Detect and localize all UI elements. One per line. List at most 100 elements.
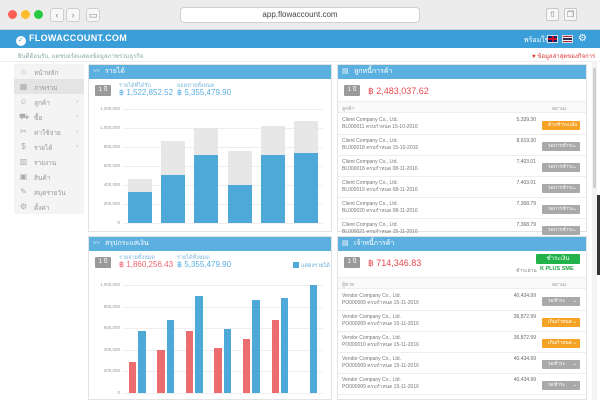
chart-bar[interactable] (138, 331, 146, 393)
table-row[interactable]: Vendor Company Co., Ltd. PO000009 ครบกำหน… (338, 374, 586, 395)
chart-bar[interactable] (261, 154, 285, 223)
status-button[interactable]: ค้างชำระแล้ว ⌄ (542, 121, 580, 130)
status-button[interactable]: รอการชำระ ⌄ (542, 205, 580, 214)
sidebar-item[interactable]: ▣ สินค้า (14, 169, 84, 184)
table-row[interactable]: Vendor Company Co., Ltd. PO000009 ครบกำหน… (338, 290, 586, 311)
close-window-icon[interactable] (8, 10, 17, 19)
chart-bar[interactable] (127, 191, 152, 223)
chart-bar[interactable] (252, 300, 260, 393)
payable-total: ฿ 714,346.83 (368, 258, 422, 268)
chart-bar[interactable] (214, 347, 222, 393)
chart-bar[interactable] (195, 295, 203, 393)
row-name: Client Company Co., Ltd. (342, 180, 398, 186)
period-dropdown[interactable]: 1 ปี (344, 257, 360, 268)
address-bar[interactable]: app.flowaccount.com (180, 7, 420, 23)
revenue-panel-header: 〰 รายได้ (89, 65, 331, 79)
y-tick-label: 400,000 (103, 182, 120, 187)
chart-bar[interactable] (271, 319, 279, 393)
period-dropdown[interactable]: 1 ปี (344, 85, 360, 96)
sidebar-item[interactable]: ▦ ภาพรวม (14, 79, 84, 94)
table-row[interactable]: Vendor Company Co., Ltd. PO000010 ครบกำหน… (338, 332, 586, 353)
status-label: รอการชำระ (548, 206, 574, 212)
sidebar-item[interactable]: ✎ สมุดรายวัน (14, 184, 84, 199)
share-icon[interactable]: ⇧ (546, 8, 559, 21)
row-name: Vendor Company Co., Ltd. (342, 356, 401, 362)
chart-bar[interactable] (281, 297, 289, 393)
scrollbar-thumb[interactable] (593, 68, 596, 188)
back-icon[interactable]: ‹ (50, 8, 64, 22)
checkbox-label: แสดงรายได้ (301, 263, 330, 269)
sidebar-item[interactable]: ✂ ค่าใช้จ่าย › (14, 124, 84, 139)
chart-bar[interactable] (157, 349, 165, 393)
sidebar-toggle-icon[interactable]: ▭ (86, 8, 100, 22)
period-dropdown[interactable]: 1 ปี (95, 85, 111, 96)
row-name: Vendor Company Co., Ltd. (342, 293, 401, 299)
user-menu[interactable]: พร้อมใช้ (524, 37, 550, 44)
chevron-down-icon: ⌄ (572, 164, 577, 170)
summary-label: รายจ่ายทั้งหมด (119, 255, 155, 261)
sidebar-item[interactable]: ⛟ ซื้อ › (14, 109, 84, 124)
sidebar-item[interactable]: ⚙ ตั้งค่า (14, 199, 84, 214)
table-row[interactable]: Client Company Co., Ltd. BL000011 ครบกำหน… (338, 114, 586, 135)
status-button[interactable]: เกินกำหนด ⌄ (542, 339, 580, 348)
status-button[interactable]: รอการชำระ ⌄ (542, 163, 580, 172)
status-button[interactable]: รอการชำระ ⌄ (542, 184, 580, 193)
sidebar-item-label: สินค้า (34, 175, 51, 182)
chart-bar[interactable] (223, 329, 232, 393)
table-row[interactable]: Vendor Company Co., Ltd. PO000009 ครบกำหน… (338, 311, 586, 332)
settings-icon: ⚙ (19, 202, 28, 211)
chart-bar[interactable] (128, 361, 137, 393)
table-row[interactable]: Client Company Co., Ltd. BL000018 ครบกำหน… (338, 135, 586, 156)
status-button[interactable]: เกินกำหนด ⌄ (542, 318, 580, 327)
status-button[interactable]: รอการชำระ ⌄ (542, 226, 580, 235)
tabs-icon[interactable]: ❐ (564, 8, 577, 21)
company-info-link[interactable]: ♥ ข้อมูลล่าสุดของกิจการ (532, 51, 595, 61)
chart-bar[interactable] (161, 174, 185, 223)
table-row[interactable]: Client Company Co., Ltd. BL000019 ครบกำหน… (338, 177, 586, 198)
checkbox-icon (293, 262, 299, 268)
table-row[interactable]: Client Company Co., Ltd. BL000018 ครบกำหน… (338, 156, 586, 177)
row-document: BL000019 ครบกำหนด 08-11-2016 (342, 187, 418, 193)
sidebar: ⌂ หน้าหลัก ▦ ภาพรวม ☺ ลูกค้า › ⛟ ซื้อ › ✂ ค่าใช้จ่า… (14, 64, 84, 214)
status-button[interactable]: รอชำระ ⌄ (542, 360, 580, 369)
period-dropdown[interactable]: 1 ปี (95, 257, 111, 268)
minimize-window-icon[interactable] (21, 10, 30, 19)
chevron-down-icon: ⌄ (572, 340, 577, 346)
chart-bar[interactable] (227, 185, 252, 223)
table-row[interactable]: Vendor Company Co., Ltd. PO000009 ครบกำหน… (338, 353, 586, 374)
app-logo[interactable]: ✓ FLOWACCOUNT.COM (16, 33, 127, 46)
sidebar-item[interactable]: ☺ ลูกค้า › (14, 94, 84, 109)
show-income-checkbox[interactable]: แสดงรายได้ (293, 262, 330, 270)
chart-bar[interactable] (185, 331, 194, 393)
row-name: Vendor Company Co., Ltd. (342, 335, 401, 341)
english-flag-icon[interactable] (547, 35, 558, 43)
chart-bar[interactable] (166, 319, 175, 393)
sidebar-item[interactable]: ▥ รายงาน (14, 154, 84, 169)
forward-icon[interactable]: › (66, 8, 80, 22)
chart-bar[interactable] (243, 339, 251, 393)
customer-icon: ☺ (19, 97, 28, 106)
chart-bar[interactable] (194, 154, 219, 223)
sidebar-item[interactable]: ⌂ หน้าหลัก (14, 64, 84, 79)
gridline (123, 109, 323, 110)
page-scrollbar[interactable] (592, 62, 597, 400)
sidebar-item-label: รายได้ (34, 145, 53, 152)
breadcrumb: ยินดีต้อนรับ, แดชบอร์ดแสดงข้อมูลภาพรวมธุ… (18, 54, 144, 60)
chart-bar[interactable] (309, 285, 317, 393)
status-button[interactable]: รอการชำระ ⌄ (542, 142, 580, 151)
gear-icon[interactable]: ⚙ (578, 33, 587, 44)
row-amount: 7,368.79 (516, 222, 536, 228)
online-payment-button[interactable]: ชำระเงินออนไลน์ (536, 254, 580, 272)
table-header: ลูกค้า สถานะ (338, 101, 586, 113)
chevron-down-icon: ⌄ (572, 319, 577, 325)
maximize-window-icon[interactable] (34, 10, 43, 19)
status-button[interactable]: รอชำระ ⌄ (542, 381, 580, 390)
thai-flag-icon[interactable] (562, 35, 573, 43)
chevron-down-icon: ⌄ (572, 185, 577, 191)
row-amount: 36,872.99 (513, 335, 536, 341)
table-row[interactable]: Client Company Co., Ltd. BL000020 ครบกำหน… (338, 198, 586, 219)
status-button[interactable]: รอชำระ ⌄ (542, 297, 580, 306)
sidebar-item[interactable]: $ รายได้ › (14, 139, 84, 154)
chart-bar[interactable] (294, 152, 319, 223)
sidebar-item-label: ซื้อ (34, 115, 43, 122)
